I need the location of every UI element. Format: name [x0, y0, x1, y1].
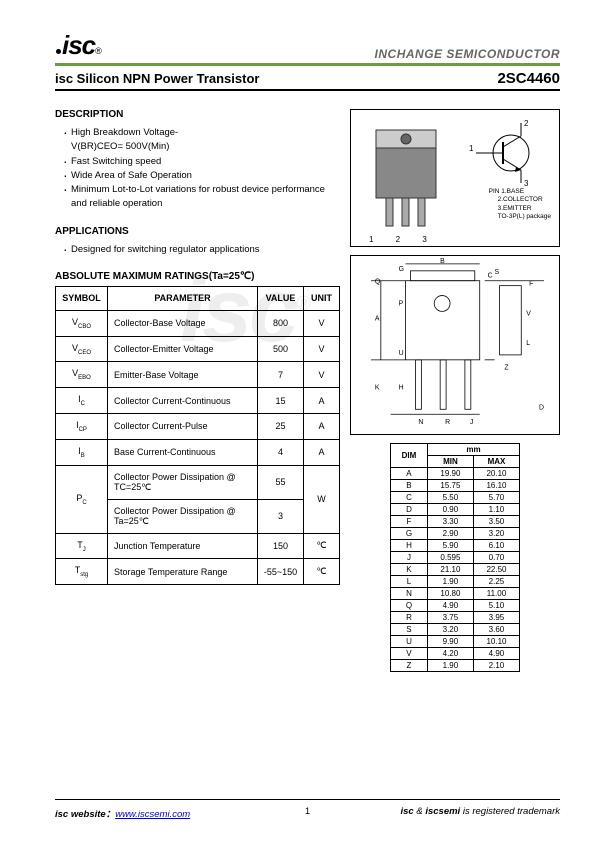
table-row: V4.204.90 — [391, 648, 520, 660]
pin1-label: 1 — [469, 144, 474, 153]
dim-col: DIM — [391, 444, 428, 468]
table-row: A19.9020.10 — [391, 468, 520, 480]
svg-text:F: F — [529, 281, 533, 288]
svg-text:K: K — [375, 385, 380, 392]
svg-text:U: U — [399, 350, 404, 357]
dimensions-table: DIMmm MINMAX A19.9020.10B15.7516.10C5.50… — [390, 443, 520, 672]
app-item: Designed for switching regulator applica… — [63, 243, 340, 257]
ratings-heading: ABSOLUTE MAXIMUM RATINGS(Ta=25℃) — [55, 271, 340, 282]
svg-text:H: H — [399, 385, 404, 392]
package-image — [361, 122, 456, 232]
table-row: B15.7516.10 — [391, 480, 520, 492]
desc-item: Wide Area of Safe Operation — [63, 169, 340, 183]
outline-drawing: B C Q A P S V L K H N R J D F Z U G — [350, 255, 560, 435]
table-row: S3.203.60 — [391, 624, 520, 636]
table-row: VEBOEmitter-Base Voltage7V — [56, 362, 340, 388]
logo-text: isc — [62, 30, 95, 61]
table-row: VCEOCollector-Emitter Voltage500V — [56, 336, 340, 362]
description-heading: DESCRIPTION — [55, 109, 340, 120]
svg-text:A: A — [375, 315, 380, 322]
header: isc® INCHANGE SEMICONDUCTOR — [55, 30, 560, 61]
green-divider — [55, 63, 560, 66]
table-row: ICCollector Current-Continuous15A — [56, 388, 340, 414]
table-row: Z1.902.10 — [391, 660, 520, 672]
table-row: L1.902.25 — [391, 576, 520, 588]
desc-item: Minimum Lot-to-Lot variations for robust… — [63, 183, 340, 212]
svg-text:N: N — [418, 419, 423, 426]
package-diagram: 1 2 3 1 2 3 PIN 1.BASE 2.COLLECTOR 3. — [350, 109, 560, 247]
trademark-text: isc & iscsemi is registered trademark — [400, 806, 560, 820]
table-row: N10.8011.00 — [391, 588, 520, 600]
table-row: H5.906.10 — [391, 540, 520, 552]
col-symbol: SYMBOL — [56, 286, 108, 310]
table-row: C5.505.70 — [391, 492, 520, 504]
desc-subitem: V(BR)CEO= 500V(Min) — [71, 140, 340, 154]
logo: isc® — [55, 30, 102, 61]
table-row: F3.303.50 — [391, 516, 520, 528]
content-area: DESCRIPTION High Breakdown Voltage- V(BR… — [55, 109, 560, 672]
ratings-table: SYMBOL PARAMETER VALUE UNIT VCBOCollecto… — [55, 286, 340, 585]
svg-text:V: V — [526, 310, 531, 317]
svg-text:S: S — [495, 269, 500, 276]
svg-text:Q: Q — [375, 279, 381, 286]
table-row: J0.5950.70 — [391, 552, 520, 564]
table-row: R3.753.95 — [391, 612, 520, 624]
table-row: D0.901.10 — [391, 504, 520, 516]
table-row: TJJunction Temperature150℃ — [56, 533, 340, 559]
svg-text:P: P — [399, 300, 404, 307]
table-row: IBBase Current-Continuous4A — [56, 439, 340, 465]
svg-text:J: J — [470, 419, 473, 426]
pin2-label: 2 — [524, 119, 529, 128]
transistor-schematic: 1 2 3 — [466, 118, 551, 188]
pin-description: PIN 1.BASE 2.COLLECTOR 3.EMITTER TO-3P(L… — [489, 188, 551, 222]
desc-item: High Breakdown Voltage- — [63, 126, 340, 140]
table-row: VCBOCollector-Base Voltage800V — [56, 310, 340, 336]
applications-heading: APPLICATIONS — [55, 226, 340, 237]
mm-header: mm — [427, 444, 519, 456]
part-number: 2SC4460 — [497, 70, 560, 87]
page-number: 1 — [305, 806, 310, 817]
description-list: High Breakdown Voltage- V(BR)CEO= 500V(M… — [63, 126, 340, 212]
pins-label: 1 2 3 — [369, 235, 437, 244]
svg-text:G: G — [399, 266, 404, 273]
svg-text:B: B — [440, 258, 445, 265]
footer: isc website：www.iscsemi.com 1 isc & iscs… — [55, 799, 560, 820]
table-row: Q4.905.10 — [391, 600, 520, 612]
svg-text:L: L — [526, 340, 530, 347]
col-parameter: PARAMETER — [108, 286, 258, 310]
black-divider — [55, 89, 560, 91]
table-row: PCCollector Power Dissipation @ TC=25℃55… — [56, 465, 340, 499]
svg-text:D: D — [539, 404, 544, 411]
col-unit: UNIT — [304, 286, 340, 310]
svg-text:C: C — [488, 273, 493, 280]
website-label: isc website：www.iscsemi.com — [55, 806, 190, 820]
max-col: MAX — [473, 456, 519, 468]
svg-text:R: R — [445, 419, 450, 426]
product-title: isc Silicon NPN Power Transistor — [55, 71, 259, 86]
applications-list: Designed for switching regulator applica… — [63, 243, 340, 257]
table-row: TstgStorage Temperature Range-55~150℃ — [56, 559, 340, 585]
left-column: DESCRIPTION High Breakdown Voltage- V(BR… — [55, 109, 340, 672]
right-column: 1 2 3 1 2 3 PIN 1.BASE 2.COLLECTOR 3. — [350, 109, 560, 672]
svg-text:Z: Z — [504, 365, 508, 372]
desc-item: Fast Switching speed — [63, 155, 340, 169]
pin3-label: 3 — [524, 179, 529, 188]
brand-name: INCHANGE SEMICONDUCTOR — [375, 47, 560, 61]
website-link[interactable]: www.iscsemi.com — [115, 809, 190, 820]
table-row: U9.9010.10 — [391, 636, 520, 648]
min-col: MIN — [427, 456, 473, 468]
table-row: G2.903.20 — [391, 528, 520, 540]
table-row: K21.1022.50 — [391, 564, 520, 576]
title-row: isc Silicon NPN Power Transistor 2SC4460 — [55, 70, 560, 87]
col-value: VALUE — [258, 286, 304, 310]
table-row: ICPCollector Current-Pulse25A — [56, 413, 340, 439]
outline-svg: B C Q A P S V L K H N R J D F Z U G — [351, 256, 559, 434]
